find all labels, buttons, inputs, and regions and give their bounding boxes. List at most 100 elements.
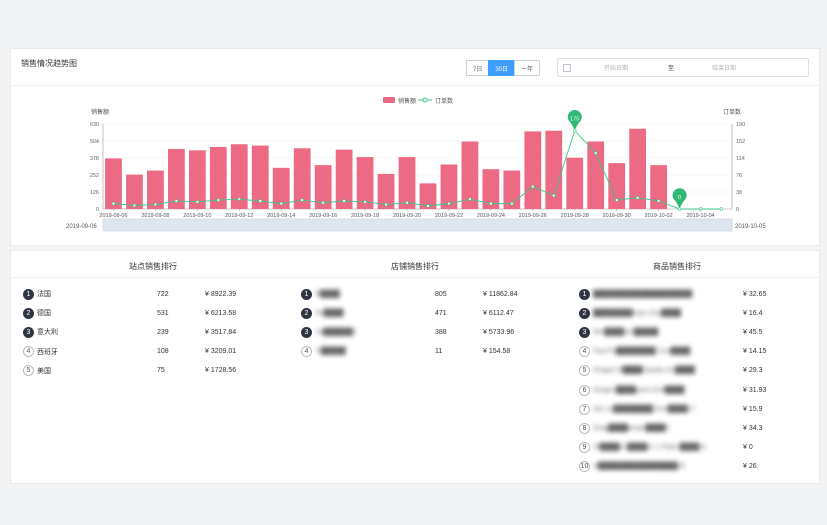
site-amount: ¥ 3517.84 [205,328,237,336]
sales-bar [377,173,395,209]
y-left-tick-label: 504 [90,139,99,145]
site-name: 法国 [37,291,51,298]
x-tick-label: 2019-09-24 [477,213,505,219]
product-name: ████████mpe Cha████ [593,309,681,317]
site-order-count: 75 [157,367,165,375]
shop-rank-row: 2 Sn████ 471 ¥ 6112.47 [301,306,531,320]
product-name: 50c████uit █████ [593,328,659,336]
sales-bar [314,165,332,209]
orders-point [719,207,724,211]
range-30d-button[interactable]: 30日 [488,60,516,76]
product-rank-row: 2 ████████mpe Cha████ ¥ 16.4 [579,306,809,320]
y-left-axis-title: 销售额 [91,108,109,116]
orders-point [510,201,514,206]
product-name: FaceTo████████ Cou████ [593,348,691,356]
product-name: Drag████ampe████5 [593,424,670,432]
date-range-picker[interactable]: 开始日期 至 结束日期 [557,58,809,77]
y-right-tick-label: 190 [736,122,745,128]
sales-bar [167,148,185,209]
x-tick-label: 2019-09-10 [183,213,211,219]
shop-name: Sn████ [315,309,344,317]
rank-badge: 7 [579,403,590,415]
rank-badge: 6 [579,384,590,396]
y-right-tick-label: 0 [736,207,739,213]
orders-point [656,199,661,203]
sales-bar [147,170,164,209]
orders-point [489,201,493,206]
sales-bar [650,165,668,209]
site-order-count: 722 [157,290,169,298]
product-rank-row: 8 Drag████ampe████5 ¥ 34.3 [579,421,809,435]
shop-amount: ¥ 11862.84 [483,290,518,298]
y-left-tick-label: 630 [90,122,99,128]
rank-badge: 4 [579,346,590,358]
site-rank-row: 1 法国 722 ¥ 8922.39 [23,287,253,301]
orders-point [468,197,472,201]
shop-order-count: 471 [435,309,447,317]
sales-bar [251,145,269,209]
start-date-input[interactable]: 开始日期 [604,66,629,72]
orders-point [405,201,409,205]
orders-point [279,201,283,206]
rank-badge: 4 [301,346,312,358]
rank-badge: 10 [579,461,590,473]
shop-amount: ¥ 5733.96 [483,328,515,336]
product-amount: ¥ 34.3 [743,424,763,432]
site-name: 西班牙 [37,348,58,356]
legend-label-sales: 销售额 [398,97,416,105]
sales-bar [126,174,143,209]
orders-point [363,200,367,204]
x-tick-label: 2019-09-20 [393,213,421,219]
sales-bar [503,170,521,209]
sales-bar [230,144,248,209]
rank-badge: 9 [579,442,590,454]
rank-badge: 5 [579,365,590,377]
shop-amount: ¥ 6112.47 [483,309,514,317]
rank-badge: 5 [23,365,34,377]
range-year-button[interactable]: 一年 [514,60,541,76]
site-rank-row: 4 西班牙 108 ¥ 3209.01 [23,345,253,359]
product-amount: ¥ 15.9 [743,405,763,413]
y-left-tick-label: 126 [90,190,99,196]
site-name: 德国 [37,310,51,318]
rankings-panel: 站点销售排行 店铺销售排行 商品销售排行 1 法国 722 ¥ 8922.39 2 德国 5… [10,250,820,484]
orders-point [552,193,556,198]
site-rank-row: 3 意大利 239 ¥ 3517.84 [23,325,253,339]
sales-bar [461,141,479,209]
product-amount: ¥ 31.93 [743,386,767,394]
product-rank-row: 3 50c████uit █████ ¥ 45.5 [579,325,809,339]
x-tick-label: 2019-10-04 [686,213,714,219]
y-right-axis-title: 订单数 [723,108,741,116]
product-amount: ¥ 45.5 [743,328,763,336]
sales-bar [209,146,227,209]
y-right-tick-label: 152 [736,139,745,145]
sales-bar [608,163,626,209]
rank-badge: 2 [301,307,312,319]
site-amount: ¥ 3209.01 [205,348,237,356]
x-tick-label: 2019-09-26 [519,213,547,219]
rank-badge: 3 [301,326,312,338]
sales-bar [188,150,206,209]
divider [11,277,819,278]
product-name: ████████████████████ [593,290,693,298]
trend-title: 销售情况趋势图 [21,59,77,68]
sales-bar [545,130,563,209]
site-amount: ¥ 8922.39 [205,290,237,298]
sales-bar [419,183,437,209]
y-right-tick-label: 38 [736,190,742,196]
end-date-input[interactable]: 结束日期 [712,66,737,72]
site-rank-row: 5 美国 75 ¥ 1728.56 [23,364,253,378]
sales-bar [587,141,605,209]
orders-point [531,184,535,189]
product-ranking-title: 商品销售排行 [653,262,701,271]
rank-badge: 3 [579,326,590,338]
orders-line [113,129,722,210]
calendar-icon [563,63,571,72]
y-left-tick-label: 0 [96,207,99,213]
rank-badge: 2 [23,307,34,319]
x-tick-label: 2019-09-16 [309,213,337,219]
orders-point [111,201,116,206]
x-tick-label: 2019-09-08 [141,213,169,219]
orders-point [447,201,451,206]
rank-badge: 4 [23,346,34,358]
